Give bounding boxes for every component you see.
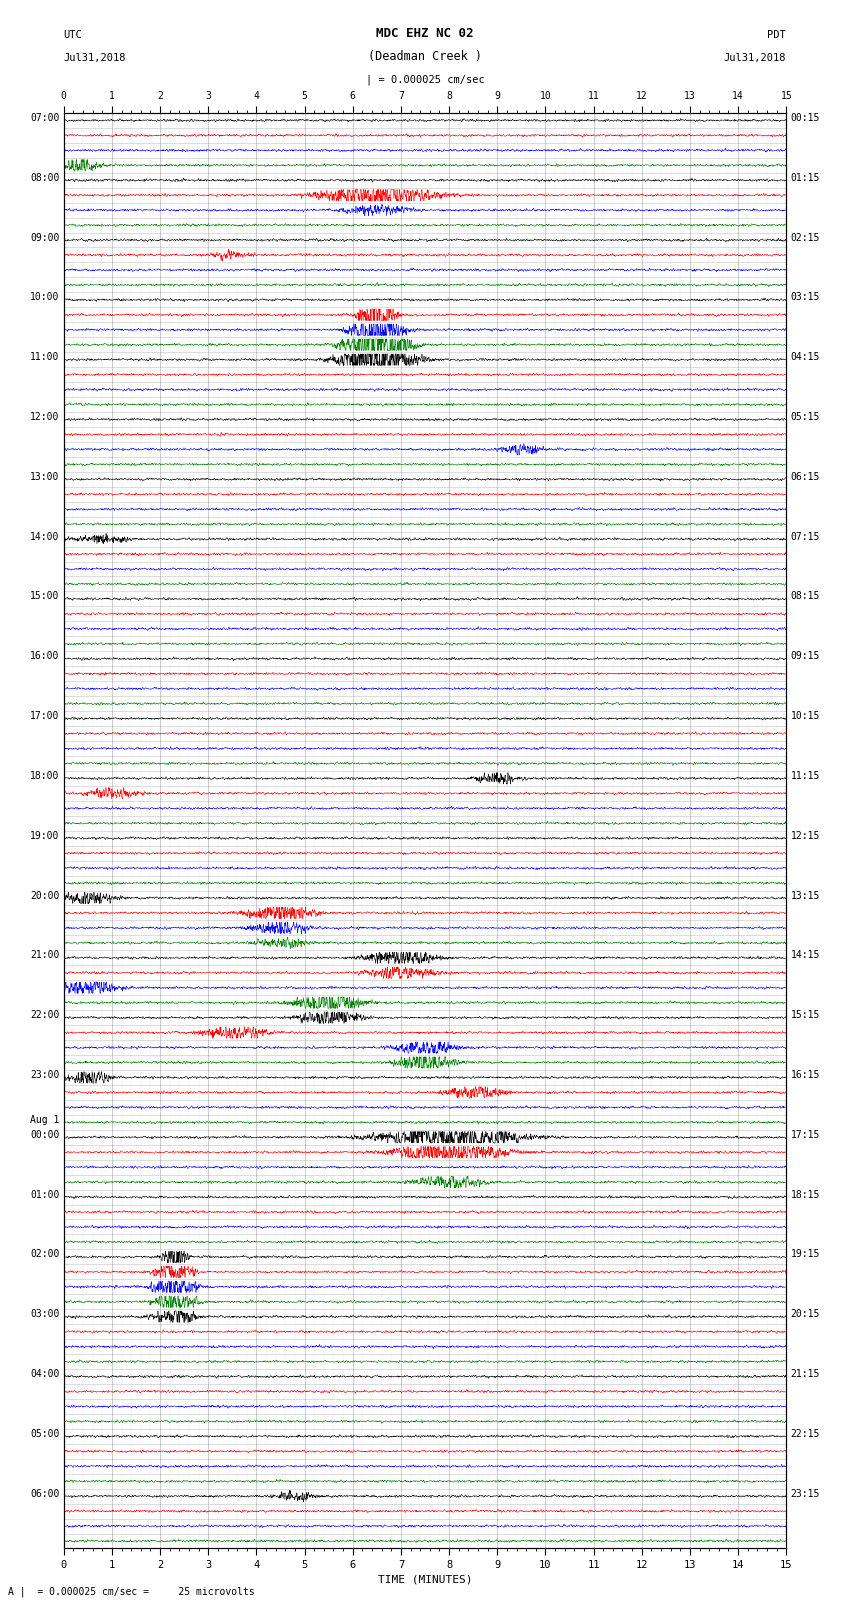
Text: 18:00: 18:00: [30, 771, 60, 781]
Text: 10:15: 10:15: [790, 711, 820, 721]
Text: 13:00: 13:00: [30, 473, 60, 482]
Text: 16:00: 16:00: [30, 652, 60, 661]
Text: 08:15: 08:15: [790, 592, 820, 602]
Text: 11:15: 11:15: [790, 771, 820, 781]
Text: MDC EHZ NC 02: MDC EHZ NC 02: [377, 27, 473, 40]
Text: 03:00: 03:00: [30, 1310, 60, 1319]
Text: 14:15: 14:15: [790, 950, 820, 960]
Text: Jul31,2018: Jul31,2018: [723, 53, 786, 63]
Text: 17:00: 17:00: [30, 711, 60, 721]
Text: 06:15: 06:15: [790, 473, 820, 482]
Text: 15:00: 15:00: [30, 592, 60, 602]
Text: 01:00: 01:00: [30, 1190, 60, 1200]
Text: 19:15: 19:15: [790, 1250, 820, 1260]
Text: 11:00: 11:00: [30, 352, 60, 363]
Text: 02:00: 02:00: [30, 1250, 60, 1260]
Text: 18:15: 18:15: [790, 1190, 820, 1200]
Text: 05:00: 05:00: [30, 1429, 60, 1439]
Text: 09:00: 09:00: [30, 232, 60, 242]
Text: 15:15: 15:15: [790, 1010, 820, 1019]
Text: 09:15: 09:15: [790, 652, 820, 661]
Text: 01:15: 01:15: [790, 173, 820, 182]
Text: 20:00: 20:00: [30, 890, 60, 900]
Text: 19:00: 19:00: [30, 831, 60, 840]
Text: 21:00: 21:00: [30, 950, 60, 960]
Text: 12:00: 12:00: [30, 411, 60, 423]
Text: 07:15: 07:15: [790, 532, 820, 542]
Text: 07:00: 07:00: [30, 113, 60, 123]
Text: | = 0.000025 cm/sec: | = 0.000025 cm/sec: [366, 74, 484, 85]
Text: 20:15: 20:15: [790, 1310, 820, 1319]
Text: 03:15: 03:15: [790, 292, 820, 302]
Text: 14:00: 14:00: [30, 532, 60, 542]
X-axis label: TIME (MINUTES): TIME (MINUTES): [377, 1574, 473, 1584]
Text: 22:00: 22:00: [30, 1010, 60, 1019]
Text: 16:15: 16:15: [790, 1069, 820, 1081]
Text: Jul31,2018: Jul31,2018: [64, 53, 127, 63]
Text: 13:15: 13:15: [790, 890, 820, 900]
Text: 04:00: 04:00: [30, 1369, 60, 1379]
Text: 23:15: 23:15: [790, 1489, 820, 1498]
Text: 23:00: 23:00: [30, 1069, 60, 1081]
Text: 04:15: 04:15: [790, 352, 820, 363]
Text: 00:15: 00:15: [790, 113, 820, 123]
Text: 10:00: 10:00: [30, 292, 60, 302]
Text: 21:15: 21:15: [790, 1369, 820, 1379]
Text: 17:15: 17:15: [790, 1129, 820, 1140]
Text: UTC: UTC: [64, 31, 82, 40]
Text: 22:15: 22:15: [790, 1429, 820, 1439]
Text: A |  = 0.000025 cm/sec =     25 microvolts: A | = 0.000025 cm/sec = 25 microvolts: [8, 1586, 255, 1597]
Text: 05:15: 05:15: [790, 411, 820, 423]
Text: PDT: PDT: [768, 31, 786, 40]
Text: 12:15: 12:15: [790, 831, 820, 840]
Text: (Deadman Creek ): (Deadman Creek ): [368, 50, 482, 63]
Text: 00:00: 00:00: [30, 1129, 60, 1140]
Text: 08:00: 08:00: [30, 173, 60, 182]
Text: 06:00: 06:00: [30, 1489, 60, 1498]
Text: Aug 1: Aug 1: [30, 1115, 60, 1124]
Text: 02:15: 02:15: [790, 232, 820, 242]
